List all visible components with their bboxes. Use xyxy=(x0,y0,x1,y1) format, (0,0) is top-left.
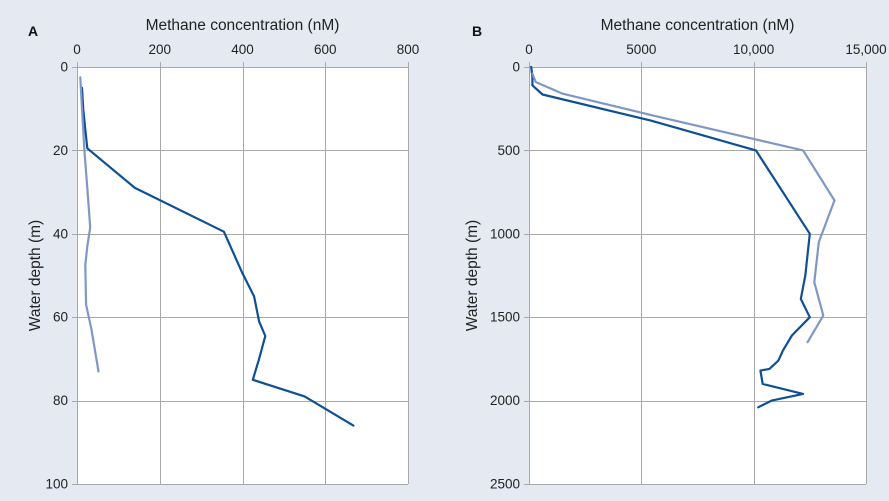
y-tick-label: 1500 xyxy=(490,310,520,325)
x-axis-title: Methane concentration (nM) xyxy=(601,17,795,34)
y-tick-label: 60 xyxy=(53,310,68,325)
x-tick-label: 200 xyxy=(148,42,171,57)
plot-area xyxy=(529,67,866,484)
y-tick-label: 1000 xyxy=(490,226,520,241)
x-tick-label: 0 xyxy=(525,42,533,57)
series-line-dark-blue xyxy=(530,65,811,409)
x-tick-label: 15,000 xyxy=(845,42,886,57)
x-tick-label: 600 xyxy=(314,42,337,57)
x-tick-label: 0 xyxy=(73,42,81,57)
x-tick-label: 10,000 xyxy=(733,42,774,57)
series-line-light-blue xyxy=(79,76,100,373)
panel-b: 0 5000 10,000 15,000 0 500 1000 1500 2000 2500 Met… xyxy=(464,17,887,492)
x-tick-labels: 0 200 400 600 800 xyxy=(73,42,419,57)
x-tick-label: 800 xyxy=(397,42,420,57)
y-tick-label: 500 xyxy=(497,143,520,158)
x-tick-label: 400 xyxy=(231,42,254,57)
series-line-light-blue xyxy=(531,72,836,344)
y-tick-labels: 0 500 1000 1500 2000 2500 xyxy=(490,60,520,492)
y-tick-label: 20 xyxy=(53,143,68,158)
y-tick-label: 2000 xyxy=(490,393,520,408)
y-tick-label: 2500 xyxy=(490,477,520,492)
x-tick-labels: 0 5000 10,000 15,000 xyxy=(525,42,886,57)
series-line-dark-blue xyxy=(80,86,355,427)
y-tick-labels: 0 20 40 60 80 100 xyxy=(45,60,68,492)
y-tick-label: 0 xyxy=(512,60,520,75)
y-tick-label: 40 xyxy=(53,226,68,241)
panel-label: A xyxy=(28,23,38,39)
panel-a: 0 200 400 600 800 0 20 40 60 80 100 Methane concent… xyxy=(27,17,419,492)
x-axis-title: Methane concentration (nM) xyxy=(146,17,340,34)
y-tick-label: 0 xyxy=(60,60,68,75)
panel-label: B xyxy=(472,23,482,39)
y-tick-label: 100 xyxy=(45,477,68,492)
x-tick-label: 5000 xyxy=(626,42,656,57)
y-axis-title: Water depth (m) xyxy=(464,220,481,331)
y-axis-title: Water depth (m) xyxy=(27,220,44,331)
y-tick-label: 80 xyxy=(53,393,68,408)
gridlines xyxy=(524,62,867,485)
